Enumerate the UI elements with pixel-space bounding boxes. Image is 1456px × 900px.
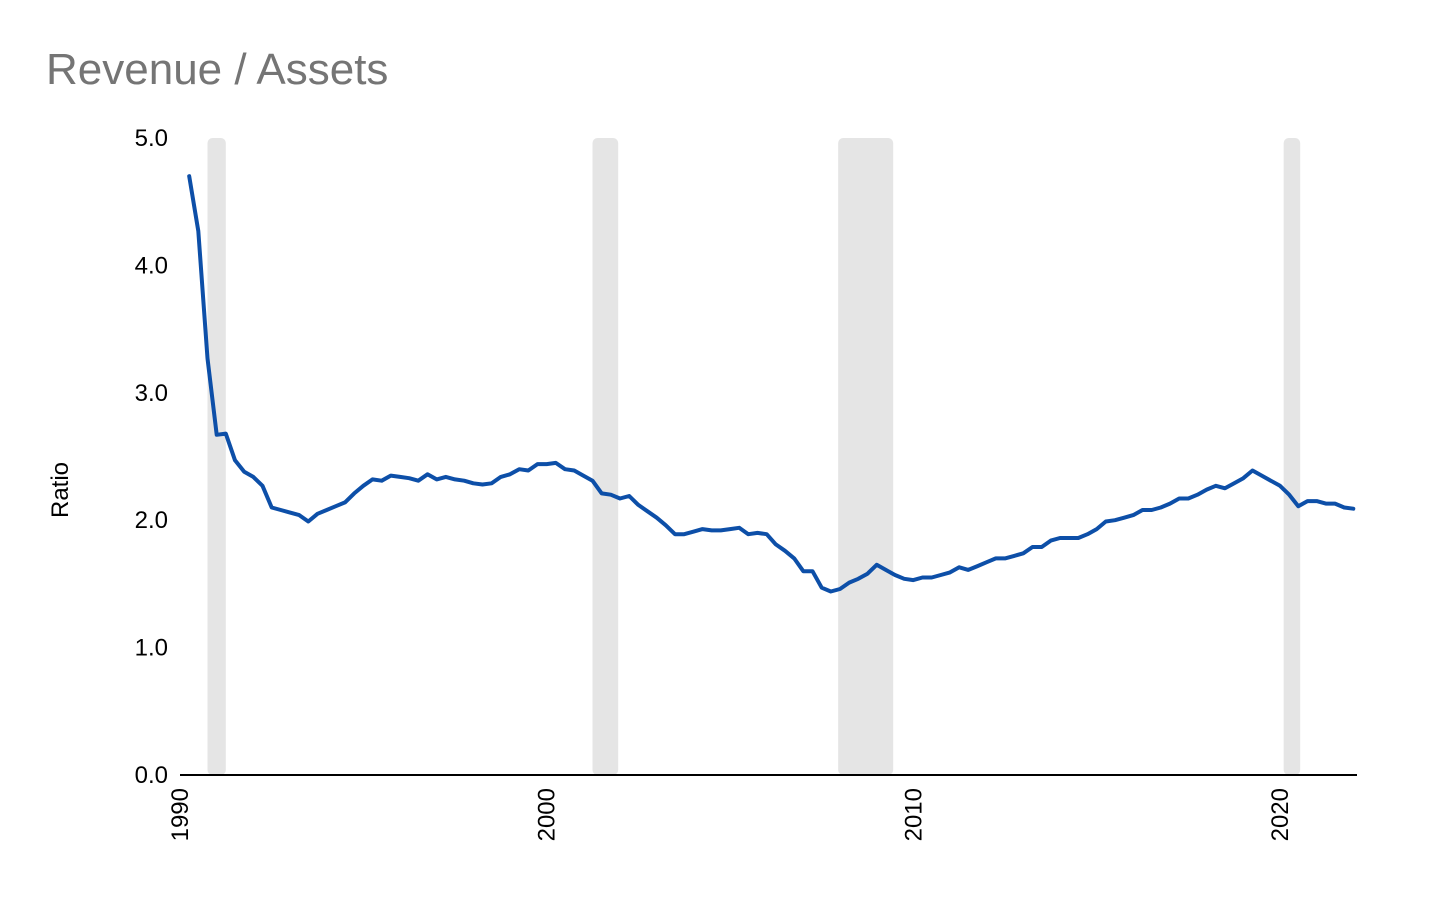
series-line	[187, 174, 1356, 594]
shaded-period	[592, 138, 619, 775]
y-tick-label: 5.0	[135, 125, 168, 152]
shaded-period	[1283, 138, 1301, 775]
x-tick-label: 2010	[900, 788, 927, 841]
y-tick-label: 0.0	[135, 762, 168, 789]
chart-title: Revenue / Assets	[46, 45, 388, 94]
y-tick-label: 1.0	[135, 635, 168, 662]
shaded-period	[207, 138, 226, 775]
y-axis-label: Ratio	[47, 462, 74, 518]
shaded-period	[838, 138, 894, 775]
y-tick-label: 4.0	[135, 252, 168, 279]
y-axis-ticks: 0.0 1.0 2.0 3.0 4.0 5.0	[135, 125, 168, 789]
x-tick-label: 1990	[167, 788, 194, 841]
y-tick-label: 3.0	[135, 380, 168, 407]
y-tick-label: 2.0	[135, 507, 168, 534]
x-tick-label: 2020	[1267, 788, 1294, 841]
x-tick-label: 2000	[534, 788, 561, 841]
shaded-periods	[207, 138, 1301, 775]
x-axis-ticks: 1990 2000 2010 2020	[167, 788, 1294, 841]
